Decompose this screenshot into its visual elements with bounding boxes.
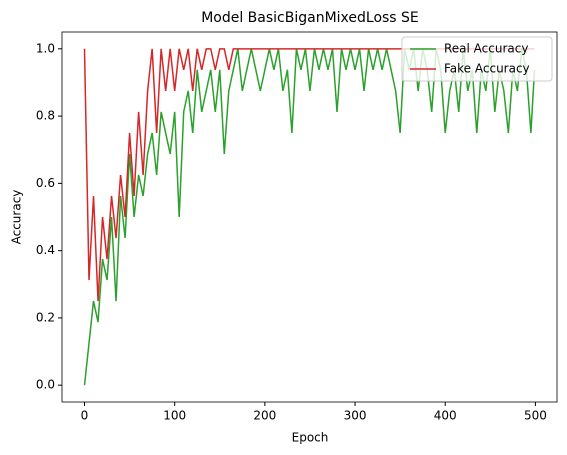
x-tick-label: 300 (344, 409, 367, 423)
y-axis-label: Accuracy (10, 190, 24, 245)
x-tick-label: 100 (163, 409, 186, 423)
axes-frame (61, 31, 558, 403)
x-axis-label: Epoch (292, 431, 329, 445)
legend-label: Fake Accuracy (444, 62, 530, 76)
x-tick-label: 500 (524, 409, 547, 423)
legend-box (401, 36, 553, 82)
legend-label: Real Accuracy (444, 42, 528, 56)
y-tick-label: 0.6 (36, 176, 55, 190)
y-tick-label: 0.8 (36, 109, 55, 123)
x-tick-label: 400 (434, 409, 457, 423)
x-tick-label: 200 (253, 409, 276, 423)
y-tick-label: 0.0 (36, 378, 55, 392)
chart-title: Model BasicBiganMixedLoss SE (201, 10, 419, 26)
y-tick-label: 0.4 (36, 243, 55, 257)
y-tick-label: 1.0 (36, 41, 55, 55)
data-line (83, 48, 536, 386)
y-tick-label: 0.2 (36, 310, 55, 324)
x-tick-label: 0 (81, 409, 89, 423)
